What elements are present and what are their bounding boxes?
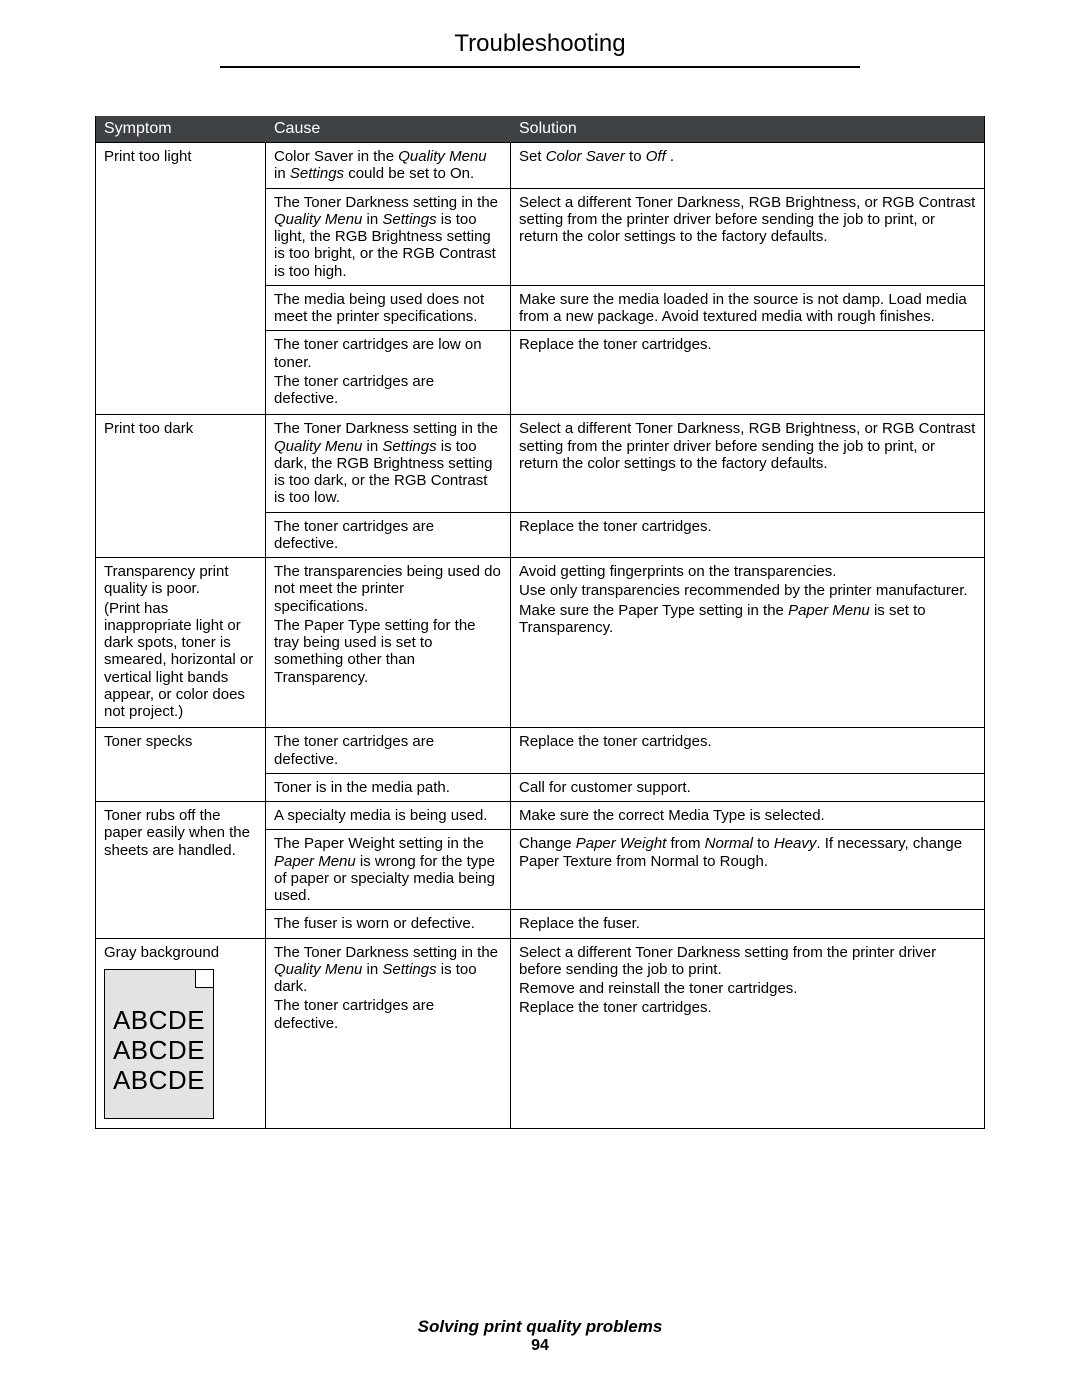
cell-solution: Call for customer support. <box>511 773 985 801</box>
page-title: Troubleshooting <box>454 30 625 58</box>
cell-symptom: Print too dark <box>96 415 266 558</box>
cell-solution: Select a different Toner Darkness, RGB B… <box>511 415 985 512</box>
footer-text: Solving print quality problems <box>0 1317 1080 1337</box>
cell-solution: Select a different Toner Darkness, RGB B… <box>511 188 985 285</box>
cell-symptom: Transparency print quality is poor. (Pri… <box>96 558 266 728</box>
cell-solution: Avoid getting fingerprints on the transp… <box>511 558 985 728</box>
page-footer: Solving print quality problems 94 <box>0 1317 1080 1355</box>
cell-solution: Replace the toner cartridges. <box>511 728 985 774</box>
cell-symptom: Gray background ABCDE ABCDE ABCDE <box>96 938 266 1128</box>
cell-solution: Select a different Toner Darkness settin… <box>511 938 985 1128</box>
cell-cause: The toner cartridges are defective. <box>266 512 511 558</box>
cell-solution: Change Paper Weight from Normal to Heavy… <box>511 830 985 910</box>
header-symptom: Symptom <box>96 116 266 143</box>
title-rule <box>220 66 860 68</box>
cell-cause: The toner cartridges are defective. <box>266 728 511 774</box>
cell-cause: The Paper Weight setting in the Paper Me… <box>266 830 511 910</box>
troubleshooting-table: Symptom Cause Solution Print too light C… <box>95 116 985 1129</box>
cell-solution: Make sure the correct Media Type is sele… <box>511 802 985 830</box>
cell-solution: Replace the toner cartridges. <box>511 512 985 558</box>
cell-cause: The Toner Darkness setting in the Qualit… <box>266 415 511 512</box>
cell-solution: Set Color Saver to Off . <box>511 143 985 189</box>
page-number: 94 <box>0 1337 1080 1355</box>
gray-background-illustration: ABCDE ABCDE ABCDE <box>104 969 214 1119</box>
header-cause: Cause <box>266 116 511 143</box>
cell-cause: The toner cartridges are low on toner. T… <box>266 331 511 415</box>
cell-symptom: Toner rubs off the paper easily when the… <box>96 802 266 939</box>
cell-symptom: Print too light <box>96 143 266 415</box>
cell-cause: The fuser is worn or defective. <box>266 910 511 938</box>
cell-solution: Make sure the media loaded in the source… <box>511 285 985 331</box>
cell-cause: Toner is in the media path. <box>266 773 511 801</box>
cell-cause: The transparencies being used do not mee… <box>266 558 511 728</box>
cell-cause: The media being used does not meet the p… <box>266 285 511 331</box>
cell-symptom: Toner specks <box>96 728 266 802</box>
cell-cause: Color Saver in the Quality Menu in Setti… <box>266 143 511 189</box>
cell-solution: Replace the fuser. <box>511 910 985 938</box>
cell-cause: A specialty media is being used. <box>266 802 511 830</box>
header-solution: Solution <box>511 116 985 143</box>
cell-solution: Replace the toner cartridges. <box>511 331 985 415</box>
cell-cause: The Toner Darkness setting in the Qualit… <box>266 938 511 1128</box>
cell-cause: The Toner Darkness setting in the Qualit… <box>266 188 511 285</box>
